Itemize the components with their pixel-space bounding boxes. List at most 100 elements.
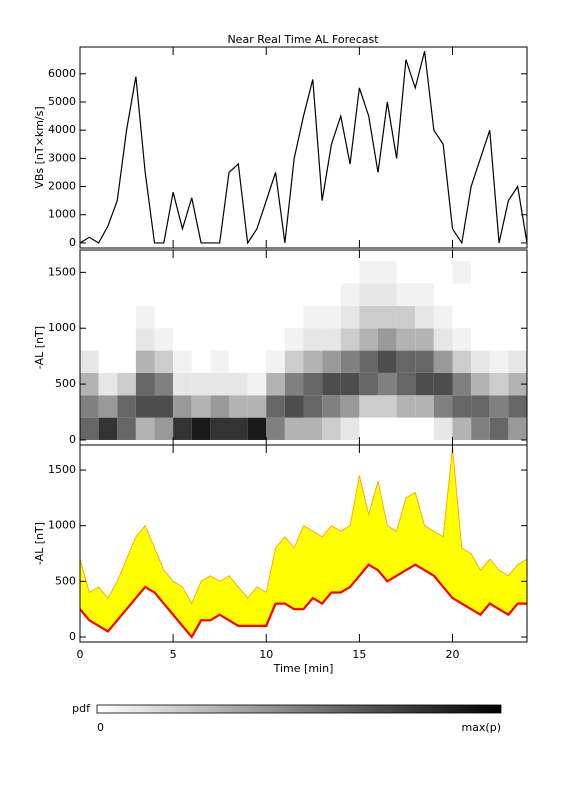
heatmap-cell — [303, 372, 323, 396]
heatmap-cell — [80, 417, 99, 440]
heatmap-cell — [415, 372, 434, 396]
heatmap-cell — [340, 395, 360, 418]
heatmap-cell — [340, 417, 360, 440]
y-tick-label: 0 — [69, 630, 76, 643]
y-tick-label: 2000 — [48, 180, 76, 193]
heatmap-cell — [378, 261, 397, 284]
heatmap-cell — [415, 283, 434, 306]
heatmap-cell — [340, 350, 360, 373]
heatmap-cell — [452, 372, 472, 396]
heatmap-cell — [359, 350, 378, 373]
heatmap-cell — [452, 261, 472, 284]
heatmap-cell — [396, 372, 416, 396]
heatmap-cell — [303, 417, 323, 440]
heatmap-cell — [247, 372, 267, 396]
heatmap-cell — [135, 417, 155, 440]
y-axis-label: -AL [nT] — [33, 326, 46, 369]
heatmap-cell — [433, 395, 453, 418]
heatmap-cell — [210, 372, 229, 396]
band-fill — [80, 447, 527, 637]
heatmap-cell — [433, 417, 453, 440]
heatmap-cell — [378, 283, 397, 306]
heatmap-cell — [135, 305, 155, 329]
y-tick-label: 1000 — [48, 208, 76, 221]
heatmap-cell — [154, 395, 174, 418]
heatmap-cell — [303, 328, 323, 351]
heatmap-cell — [415, 350, 434, 373]
heatmap-cell — [154, 417, 174, 440]
heatmap-cell — [433, 372, 453, 396]
y-tick-label: 500 — [55, 377, 76, 390]
heatmap-cell — [135, 328, 155, 351]
heatmap-cell — [191, 417, 211, 440]
heatmap-cell — [378, 328, 397, 351]
heatmap-cell — [80, 395, 99, 418]
chart-title: Near Real Time AL Forecast — [227, 33, 379, 46]
heatmap-cell — [322, 372, 341, 396]
heatmap-cell — [415, 305, 434, 329]
y-tick-label: 1500 — [48, 265, 76, 278]
x-tick-label: 5 — [170, 648, 177, 661]
colorbar-label: pdf — [72, 702, 91, 715]
plot-frame — [79, 444, 528, 643]
heatmap-cell — [117, 395, 136, 418]
heatmap-cell — [452, 395, 472, 418]
heatmap-cell — [322, 350, 341, 373]
heatmap-cell — [229, 417, 248, 440]
heatmap-cell — [284, 328, 304, 351]
y-tick-label: 1000 — [48, 519, 76, 532]
x-tick-label: 15 — [352, 648, 366, 661]
data-line — [80, 51, 527, 245]
y-tick-label: 5000 — [48, 95, 76, 108]
y-axis-label: VBs [nT×km/s] — [33, 106, 46, 188]
heatmap-cell — [191, 372, 211, 396]
heatmap-cell — [415, 328, 434, 351]
heatmap-cell — [489, 372, 509, 396]
heatmap-cell — [210, 350, 229, 373]
heatmap-cell — [173, 350, 192, 373]
x-tick-label: 10 — [259, 648, 273, 661]
heatmap-cell — [359, 305, 378, 329]
heatmap-cell — [303, 350, 323, 373]
heatmap-cell — [359, 283, 378, 306]
heatmap-cell — [266, 417, 285, 440]
heatmap-cell — [173, 417, 192, 440]
colorbar-tick-label: max(p) — [461, 721, 501, 734]
y-axis-label: -AL [nT] — [33, 522, 46, 565]
plot-frame — [79, 46, 528, 249]
y-tick-label: 6000 — [48, 67, 76, 80]
heatmap-cell — [471, 417, 490, 440]
heatmap-cell — [378, 395, 397, 418]
heatmap-cell — [396, 395, 416, 418]
heatmap-cell — [452, 328, 472, 351]
heatmap-cell — [135, 395, 155, 418]
heatmap-cell — [359, 328, 378, 351]
heatmap-cell — [117, 417, 136, 440]
heatmap-cell — [266, 372, 285, 396]
heatmap-cell — [489, 395, 509, 418]
heatmap-cell — [210, 417, 229, 440]
heatmap-cell — [433, 328, 453, 351]
heatmap-cell — [135, 372, 155, 396]
heatmap-cell — [359, 372, 378, 396]
heatmap-cell — [229, 372, 248, 396]
heatmap-cell — [173, 372, 192, 396]
heatmap-cell — [266, 350, 285, 373]
heatmap-cell — [508, 395, 527, 418]
heatmap-cell — [471, 350, 490, 373]
heatmap-cell — [117, 372, 136, 396]
heatmap-cell — [229, 395, 248, 418]
heatmap-cell — [396, 350, 416, 373]
heatmap-cell — [80, 350, 99, 373]
x-axis-label: Time [min] — [273, 662, 334, 675]
y-tick-label: 4000 — [48, 123, 76, 136]
heatmap-cell — [322, 305, 341, 329]
heatmap-cell — [98, 417, 118, 440]
heatmap-cell — [471, 395, 490, 418]
heatmap-cell — [284, 395, 304, 418]
heatmap-cell — [489, 350, 509, 373]
heatmap-cell — [340, 305, 360, 329]
y-tick-label: 500 — [55, 574, 76, 587]
heatmap-cell — [284, 417, 304, 440]
